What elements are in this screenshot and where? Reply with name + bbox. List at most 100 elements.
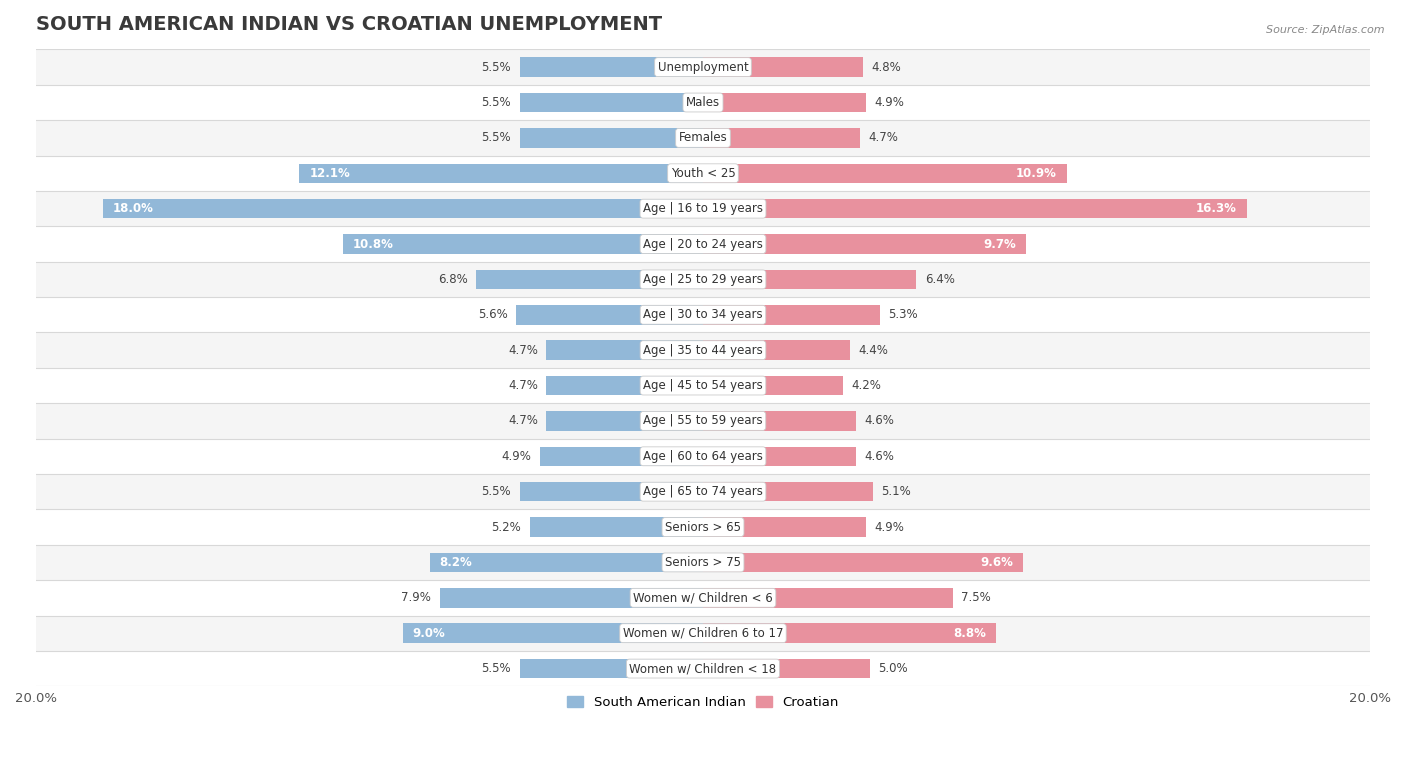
- Bar: [530, 517, 703, 537]
- Bar: [703, 128, 859, 148]
- Bar: [520, 128, 703, 148]
- Bar: [540, 447, 703, 466]
- Bar: [37, 226, 1369, 262]
- Text: 4.7%: 4.7%: [508, 414, 538, 428]
- Text: 18.0%: 18.0%: [112, 202, 153, 215]
- Bar: [520, 58, 703, 77]
- Text: Age | 60 to 64 years: Age | 60 to 64 years: [643, 450, 763, 463]
- Bar: [703, 341, 849, 360]
- Text: 5.0%: 5.0%: [879, 662, 908, 675]
- Text: SOUTH AMERICAN INDIAN VS CROATIAN UNEMPLOYMENT: SOUTH AMERICAN INDIAN VS CROATIAN UNEMPL…: [37, 15, 662, 34]
- Text: Age | 35 to 44 years: Age | 35 to 44 years: [643, 344, 763, 357]
- Bar: [37, 368, 1369, 403]
- Bar: [703, 235, 1026, 254]
- Text: Age | 45 to 54 years: Age | 45 to 54 years: [643, 379, 763, 392]
- Bar: [703, 447, 856, 466]
- Bar: [547, 375, 703, 395]
- Text: Women w/ Children < 6: Women w/ Children < 6: [633, 591, 773, 604]
- Bar: [547, 341, 703, 360]
- Bar: [477, 269, 703, 289]
- Bar: [343, 235, 703, 254]
- Text: 5.5%: 5.5%: [482, 485, 512, 498]
- Bar: [37, 651, 1369, 687]
- Bar: [703, 375, 844, 395]
- Bar: [703, 305, 880, 325]
- Text: 5.5%: 5.5%: [482, 96, 512, 109]
- Bar: [429, 553, 703, 572]
- Bar: [37, 120, 1369, 156]
- Bar: [37, 509, 1369, 545]
- Text: Age | 16 to 19 years: Age | 16 to 19 years: [643, 202, 763, 215]
- Text: Age | 20 to 24 years: Age | 20 to 24 years: [643, 238, 763, 251]
- Text: 7.9%: 7.9%: [401, 591, 432, 604]
- Text: 5.6%: 5.6%: [478, 308, 508, 321]
- Text: 4.8%: 4.8%: [872, 61, 901, 73]
- Bar: [37, 156, 1369, 191]
- Bar: [703, 58, 863, 77]
- Text: Seniors > 75: Seniors > 75: [665, 556, 741, 569]
- Bar: [547, 411, 703, 431]
- Legend: South American Indian, Croatian: South American Indian, Croatian: [562, 691, 844, 715]
- Text: 4.6%: 4.6%: [865, 450, 894, 463]
- Text: 10.8%: 10.8%: [353, 238, 394, 251]
- Bar: [103, 199, 703, 218]
- Bar: [703, 269, 917, 289]
- Text: 5.5%: 5.5%: [482, 662, 512, 675]
- Text: 5.3%: 5.3%: [889, 308, 918, 321]
- Text: Seniors > 65: Seniors > 65: [665, 521, 741, 534]
- Text: Source: ZipAtlas.com: Source: ZipAtlas.com: [1267, 25, 1385, 35]
- Bar: [516, 305, 703, 325]
- Text: 5.1%: 5.1%: [882, 485, 911, 498]
- Text: Unemployment: Unemployment: [658, 61, 748, 73]
- Bar: [37, 545, 1369, 580]
- Bar: [520, 659, 703, 678]
- Bar: [37, 49, 1369, 85]
- Text: 8.8%: 8.8%: [953, 627, 987, 640]
- Bar: [703, 93, 866, 112]
- Bar: [703, 164, 1067, 183]
- Bar: [37, 580, 1369, 615]
- Text: 5.5%: 5.5%: [482, 61, 512, 73]
- Text: 4.7%: 4.7%: [508, 379, 538, 392]
- Bar: [37, 474, 1369, 509]
- Text: 4.7%: 4.7%: [868, 132, 898, 145]
- Bar: [440, 588, 703, 608]
- Text: Females: Females: [679, 132, 727, 145]
- Bar: [520, 93, 703, 112]
- Text: 16.3%: 16.3%: [1195, 202, 1237, 215]
- Text: Women w/ Children < 18: Women w/ Children < 18: [630, 662, 776, 675]
- Text: 12.1%: 12.1%: [309, 167, 350, 179]
- Text: 7.5%: 7.5%: [962, 591, 991, 604]
- Text: 4.9%: 4.9%: [502, 450, 531, 463]
- Text: 4.7%: 4.7%: [508, 344, 538, 357]
- Bar: [299, 164, 703, 183]
- Text: 5.5%: 5.5%: [482, 132, 512, 145]
- Bar: [703, 517, 866, 537]
- Bar: [703, 411, 856, 431]
- Text: Age | 65 to 74 years: Age | 65 to 74 years: [643, 485, 763, 498]
- Bar: [37, 438, 1369, 474]
- Text: 6.4%: 6.4%: [925, 273, 955, 286]
- Text: Age | 30 to 34 years: Age | 30 to 34 years: [643, 308, 763, 321]
- Text: 4.9%: 4.9%: [875, 96, 904, 109]
- Bar: [37, 262, 1369, 297]
- Text: Age | 55 to 59 years: Age | 55 to 59 years: [643, 414, 763, 428]
- Bar: [703, 553, 1024, 572]
- Bar: [703, 659, 870, 678]
- Text: 6.8%: 6.8%: [439, 273, 468, 286]
- Text: Males: Males: [686, 96, 720, 109]
- Text: 9.7%: 9.7%: [984, 238, 1017, 251]
- Text: 9.0%: 9.0%: [413, 627, 446, 640]
- Bar: [37, 403, 1369, 438]
- Bar: [37, 191, 1369, 226]
- Text: 9.6%: 9.6%: [980, 556, 1014, 569]
- Text: 4.2%: 4.2%: [852, 379, 882, 392]
- Text: 5.2%: 5.2%: [492, 521, 522, 534]
- Bar: [703, 624, 997, 643]
- Text: 4.4%: 4.4%: [858, 344, 889, 357]
- Bar: [37, 615, 1369, 651]
- Bar: [520, 482, 703, 501]
- Bar: [37, 297, 1369, 332]
- Bar: [37, 332, 1369, 368]
- Text: 8.2%: 8.2%: [440, 556, 472, 569]
